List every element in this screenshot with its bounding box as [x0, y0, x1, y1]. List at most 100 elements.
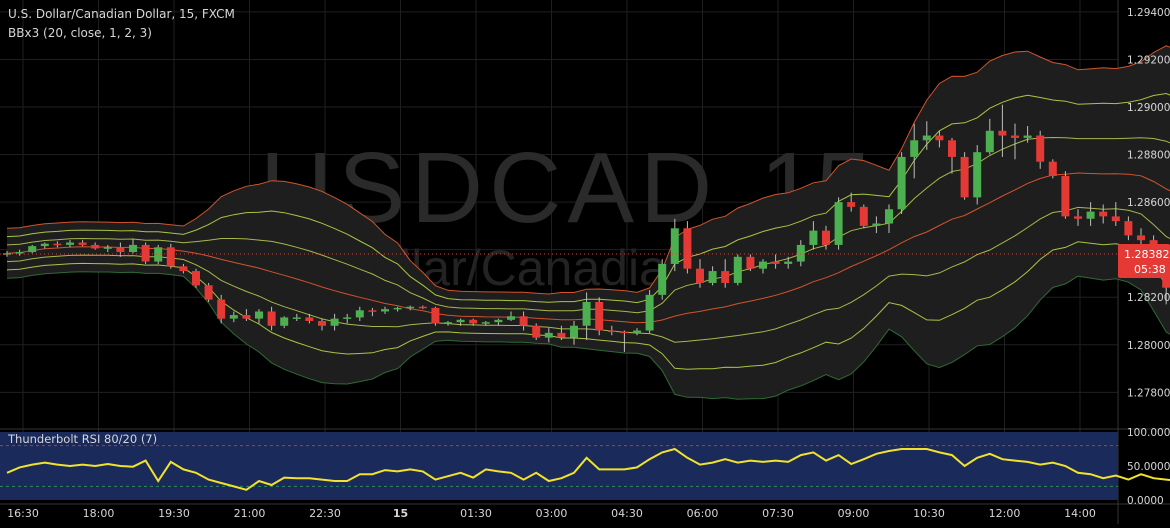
- candle-body: [305, 317, 314, 321]
- candle-body: [1124, 221, 1133, 236]
- time-tick-label: 06:00: [687, 507, 719, 520]
- time-tick-label: 21:00: [234, 507, 266, 520]
- candle-body: [40, 243, 49, 247]
- rsi-band-fill: [0, 432, 1118, 500]
- symbol-title: U.S. Dollar/Canadian Dollar, 15, FXCM: [8, 7, 235, 21]
- candle-body: [1036, 135, 1045, 162]
- price-tag-price: 1.28382: [1124, 248, 1170, 261]
- candle-body: [696, 268, 704, 283]
- candle-body: [292, 317, 301, 319]
- candles: [0, 104, 1170, 352]
- candle-body: [318, 321, 326, 326]
- candle-body: [532, 325, 541, 338]
- candle-body: [1074, 216, 1082, 219]
- candle-body: [116, 247, 125, 253]
- candle-body: [343, 317, 352, 319]
- candle-body: [872, 223, 881, 226]
- candle-body: [1011, 135, 1019, 138]
- candle-body: [179, 266, 188, 272]
- candle-body: [771, 261, 780, 264]
- candle-body: [708, 271, 717, 283]
- candle-body: [1023, 135, 1032, 138]
- candle-body: [1162, 271, 1170, 288]
- candle-body: [595, 301, 604, 331]
- time-axis[interactable]: 16:30 18:00 19:30 21:00 22:30 15 01:30 03:00 04:…: [7, 507, 1096, 520]
- candle-body: [847, 202, 856, 207]
- price-tag-box: [1118, 244, 1170, 278]
- candle-body: [985, 130, 994, 153]
- candle-body: [507, 316, 515, 320]
- price-tag-countdown: 05:38: [1134, 263, 1166, 276]
- rsi-line: [6, 447, 1170, 491]
- price-tick-label: 1.29000: [1127, 102, 1170, 114]
- candle-body: [217, 299, 226, 319]
- candle-body: [229, 315, 238, 319]
- candle-body: [66, 242, 74, 245]
- candle-body: [28, 246, 37, 253]
- candle-body: [1086, 211, 1095, 219]
- candle-body: [670, 228, 679, 264]
- candle-body: [444, 322, 452, 324]
- candle-body: [78, 242, 87, 245]
- rsi-tick-label: 0.0000: [1127, 495, 1164, 507]
- indicator-label[interactable]: BBx3 (20, close, 1, 2, 3): [8, 26, 152, 40]
- time-tick-label: 15: [393, 507, 408, 520]
- candle-body: [683, 228, 692, 269]
- price-tag: 1.28382 05:38: [1118, 244, 1170, 278]
- candle-body: [633, 330, 641, 333]
- candle-body: [255, 311, 263, 319]
- candle-body: [973, 152, 982, 198]
- time-tick-label: 03:00: [536, 507, 568, 520]
- candle-body: [645, 294, 654, 331]
- candle-body: [494, 319, 503, 323]
- price-tick-label: 1.28200: [1127, 292, 1170, 304]
- price-tick-label: 1.28000: [1127, 340, 1170, 352]
- candle-body: [481, 322, 490, 324]
- rsi-title[interactable]: Thunderbolt RSI 80/20 (7): [8, 432, 158, 446]
- band-line: [6, 45, 1170, 295]
- candle-body: [885, 209, 893, 224]
- candle-body: [1099, 211, 1108, 217]
- time-tick-label: 09:00: [838, 507, 870, 520]
- rsi-tick-label: 50.0000: [1127, 461, 1170, 473]
- candle-body: [91, 244, 100, 249]
- candle-body: [784, 261, 793, 264]
- candle-body: [1048, 161, 1057, 176]
- time-tick-label: 22:30: [309, 507, 341, 520]
- candle-body: [796, 244, 805, 262]
- candle-body: [267, 311, 276, 326]
- candle-body: [3, 253, 11, 255]
- time-tick-label: 19:30: [158, 507, 190, 520]
- candle-body: [721, 271, 730, 283]
- candle-body: [960, 156, 969, 198]
- time-tick-label: 16:30: [7, 507, 39, 520]
- candle-body: [607, 330, 616, 333]
- candle-body: [935, 135, 944, 141]
- candle-body: [242, 315, 251, 319]
- price-tick-label: 1.29400: [1127, 7, 1170, 19]
- candle-body: [406, 306, 415, 309]
- price-tick-label: 1.29200: [1127, 54, 1170, 66]
- candle-body: [519, 316, 528, 326]
- candle-body: [910, 140, 919, 157]
- candle-body: [998, 130, 1007, 136]
- candle-body: [141, 244, 150, 262]
- candle-body: [355, 310, 364, 318]
- candle-body: [834, 202, 843, 245]
- candle-body: [544, 332, 553, 338]
- candle-body: [192, 271, 200, 286]
- candle-body: [822, 230, 830, 245]
- rsi-background: [0, 432, 1118, 500]
- candle-body: [658, 263, 667, 295]
- candle-body: [129, 244, 137, 253]
- candle-body: [53, 243, 62, 246]
- candle-body: [859, 206, 868, 226]
- candle-body: [582, 301, 591, 326]
- candle-body: [15, 252, 24, 254]
- time-tick-label: 01:30: [460, 507, 492, 520]
- time-tick-label: 12:00: [989, 507, 1021, 520]
- candle-body: [368, 310, 377, 312]
- time-tick-label: 10:30: [913, 507, 945, 520]
